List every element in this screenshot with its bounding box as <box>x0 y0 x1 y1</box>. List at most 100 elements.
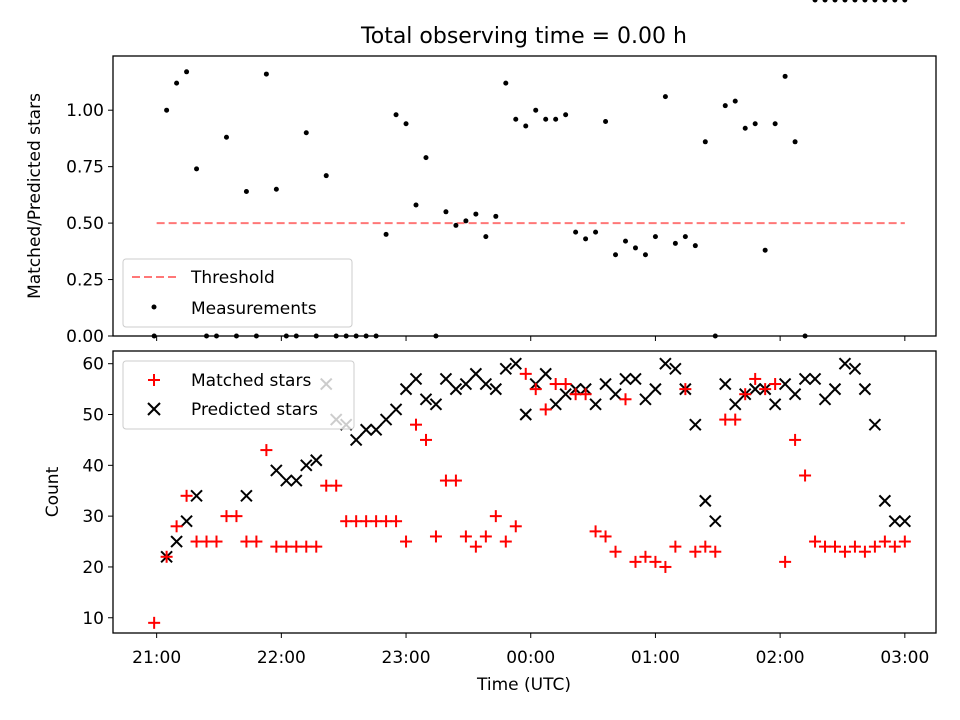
measurement-point <box>283 333 289 339</box>
predicted-star-marker <box>180 515 193 528</box>
predicted-star-marker <box>459 377 473 391</box>
matched-star-marker <box>410 418 423 431</box>
matched-star-marker <box>799 469 812 482</box>
bottom-y-tick-label: 60 <box>82 355 104 375</box>
matched-star-marker <box>489 510 502 523</box>
predicted-star-marker <box>389 403 403 416</box>
predicted-star-marker <box>639 393 652 406</box>
matched-star-marker <box>709 545 722 558</box>
measurement-point <box>413 202 419 208</box>
measurement-point <box>463 218 469 224</box>
matched-star-marker <box>429 530 442 543</box>
matched-star-marker <box>579 388 592 401</box>
predicted-star-marker <box>669 362 682 375</box>
measurement-point <box>642 252 648 258</box>
matched-star-marker <box>170 520 183 533</box>
matched-star-marker <box>858 545 871 558</box>
top-y-tick-label: 0.75 <box>66 158 104 178</box>
matched-star-marker <box>589 525 602 538</box>
predicted-star-marker <box>609 387 622 401</box>
bottom-x-tick-label: 21:00 <box>132 648 181 668</box>
predicted-star-marker <box>439 372 453 386</box>
bottom-x-tick-label: 23:00 <box>382 648 431 668</box>
predicted-star-marker <box>449 382 463 396</box>
measurement-point <box>882 0 888 3</box>
measurement-point <box>443 209 449 215</box>
measurement-point <box>323 173 329 179</box>
bottom-x-tick-label: 01:00 <box>631 648 680 668</box>
predicted-star-marker <box>270 464 283 477</box>
matched-star-marker <box>160 550 173 563</box>
matched-star-marker <box>729 413 742 426</box>
predicted-star-marker <box>310 454 323 467</box>
measurement-point <box>151 333 157 339</box>
predicted-star-marker <box>828 382 842 396</box>
bottom-y-tick-label: 50 <box>82 406 104 426</box>
matched-star-marker <box>759 383 772 396</box>
predicted-star-marker <box>489 382 503 396</box>
matched-star-marker <box>250 535 263 548</box>
predicted-star-marker <box>379 413 393 426</box>
predicted-star-marker <box>649 382 662 396</box>
measurement-point <box>503 80 509 86</box>
legend-predicted-label: Predicted stars <box>191 400 318 420</box>
matched-star-marker <box>679 383 692 396</box>
matched-star-marker <box>310 540 323 553</box>
matched-star-marker <box>809 535 822 548</box>
measurement-point <box>752 121 758 127</box>
predicted-star-marker <box>519 408 532 421</box>
measurement-point <box>373 333 379 339</box>
bottom-legend: Matched stars Predicted stars <box>122 360 355 430</box>
measurement-point <box>872 0 878 3</box>
measurement-point <box>403 121 409 127</box>
predicted-star-marker <box>409 372 423 386</box>
measurement-point <box>722 103 728 109</box>
predicted-star-marker <box>659 357 672 370</box>
measurement-point <box>832 0 838 3</box>
measurement-point <box>682 234 688 240</box>
predicted-star-marker <box>469 367 483 381</box>
predicted-star-marker <box>868 418 882 431</box>
measurement-point <box>662 94 668 100</box>
predicted-star-marker <box>699 494 712 508</box>
measurement-point <box>513 116 519 122</box>
top-y-tick-label: 0.00 <box>66 327 104 347</box>
matched-star-marker <box>559 378 572 391</box>
measurement-point <box>313 333 319 339</box>
predicted-star-marker <box>719 377 732 391</box>
predicted-star-marker <box>898 515 912 528</box>
predicted-star-marker <box>549 398 562 411</box>
predicted-star-marker <box>748 382 762 396</box>
bottom-x-axis-label: Time (UTC) <box>476 675 571 695</box>
measurement-point <box>243 188 249 194</box>
predicted-star-marker <box>689 418 702 431</box>
predicted-star-marker <box>539 367 552 381</box>
measurement-point <box>433 333 439 339</box>
matched-star-marker <box>848 540 861 553</box>
measurement-point <box>862 0 868 3</box>
bottom-legend-frame <box>122 360 355 430</box>
predicted-star-marker <box>349 433 363 447</box>
matched-star-marker <box>499 535 512 548</box>
matched-star-marker <box>469 540 482 553</box>
measurement-point <box>632 245 638 251</box>
measurement-point <box>792 139 798 145</box>
predicted-star-marker <box>888 515 902 528</box>
measurement-point <box>223 134 229 140</box>
matched-star-marker <box>180 489 193 502</box>
measurement-point <box>303 130 309 136</box>
measurement-point <box>593 229 599 235</box>
matched-star-marker <box>599 530 612 543</box>
measurement-point <box>613 252 619 258</box>
top-y-ticks: 0.00 0.25 0.50 0.75 1.00 <box>66 101 113 347</box>
measurement-point <box>822 0 828 3</box>
predicted-star-marker <box>808 372 822 386</box>
predicted-star-marker <box>729 398 742 411</box>
legend-measurements-label: Measurements <box>191 299 317 319</box>
measurement-point <box>363 333 369 339</box>
bottom-y-tick-label: 30 <box>82 507 104 527</box>
matched-star-marker <box>689 545 702 558</box>
matched-star-marker <box>519 367 532 380</box>
measurement-point <box>233 333 239 339</box>
